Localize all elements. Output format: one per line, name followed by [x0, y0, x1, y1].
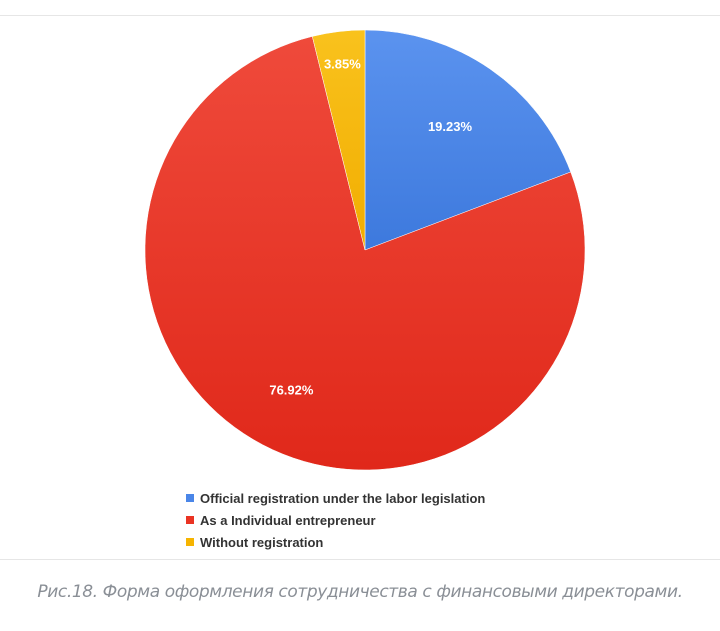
pie-slice-without-registration: [311, 29, 366, 251]
legend-label-official-registration: Official registration under the labor le…: [200, 490, 486, 506]
legend-swatch-without-registration: [186, 538, 194, 546]
pie-slice-official-registration: [364, 29, 572, 251]
pie-chart: 19.23% 76.92% 3.85%: [144, 29, 586, 471]
legend: Official registration under the labor le…: [186, 487, 485, 553]
slice-label-individual-entrepreneur: 76.92%: [269, 382, 314, 397]
legend-item-official-registration: Official registration under the labor le…: [186, 487, 485, 509]
legend-swatch-official-registration: [186, 494, 194, 502]
legend-label-individual-entrepreneur: As a Individual entrepreneur: [200, 512, 376, 528]
pie-slice-individual-entrepreneur: [144, 36, 586, 471]
slice-label-without-registration: 3.85%: [324, 56, 361, 71]
figure-caption: Рис.18. Форма оформления сотрудничества …: [37, 582, 683, 602]
legend-label-without-registration: Without registration: [200, 534, 324, 550]
slice-label-official-registration: 19.23%: [428, 119, 473, 134]
bottom-divider: [0, 559, 720, 560]
legend-item-without-registration: Without registration: [186, 531, 485, 553]
legend-swatch-individual-entrepreneur: [186, 516, 194, 524]
legend-item-individual-entrepreneur: As a Individual entrepreneur: [186, 509, 485, 531]
top-divider: [0, 15, 720, 16]
